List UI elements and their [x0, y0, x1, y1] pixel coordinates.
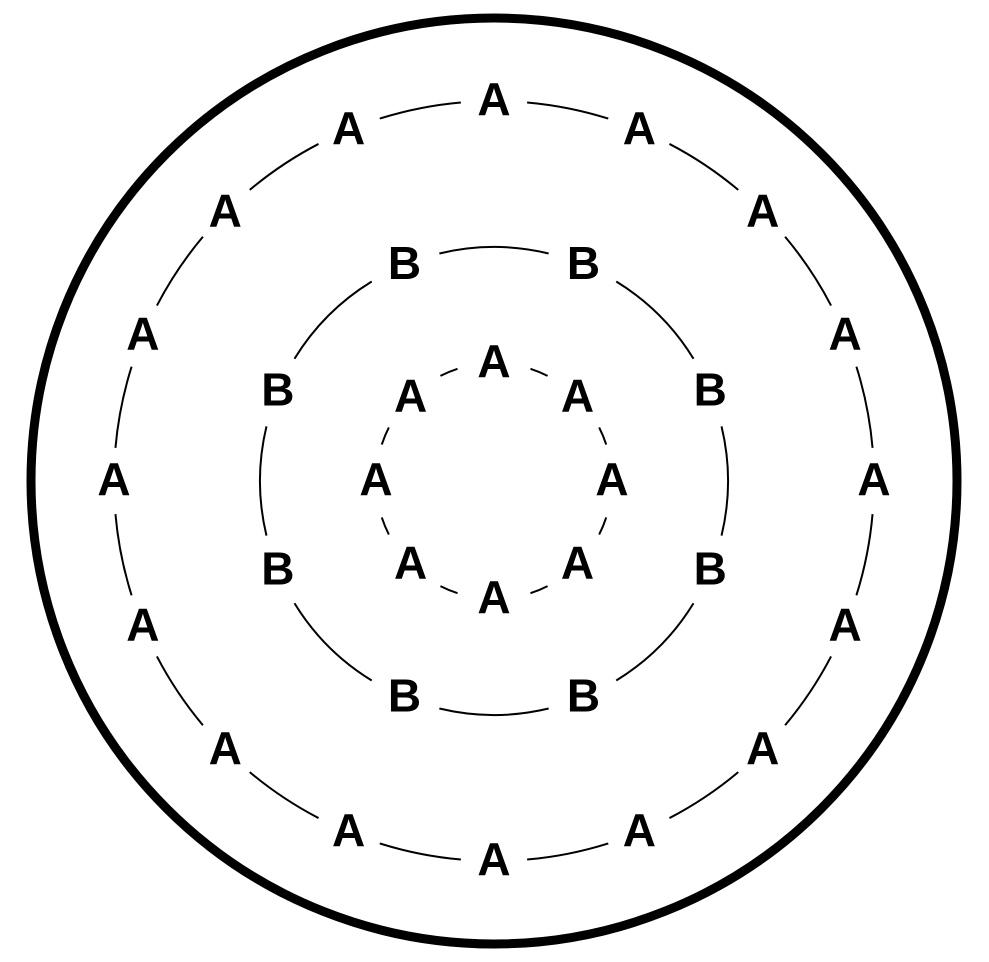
outer-a-ring-label: A	[477, 73, 510, 125]
inner-a-ring-label: A	[394, 537, 427, 589]
outer-a-ring-label: A	[126, 308, 159, 360]
outer-a-ring-label: A	[746, 184, 779, 236]
b-ring-label: B	[694, 543, 727, 595]
b-ring-label: B	[261, 543, 294, 595]
outer-a-ring-label: A	[97, 453, 130, 505]
b-ring-label: B	[388, 237, 421, 289]
b-ring-label: B	[567, 237, 600, 289]
outer-a-ring-label: A	[828, 599, 861, 651]
concentric-rings-diagram: AAAAAAAAAAAAAAAABBBBBBBBAAAAAAAA	[0, 0, 989, 962]
outer-a-ring-label: A	[623, 102, 656, 154]
diagram-background	[0, 0, 989, 962]
inner-a-ring-label: A	[477, 335, 510, 387]
outer-a-ring-label: A	[828, 308, 861, 360]
outer-a-ring-label: A	[126, 599, 159, 651]
outer-a-ring-label: A	[209, 722, 242, 774]
b-ring-label: B	[261, 364, 294, 416]
inner-a-ring-label: A	[477, 571, 510, 623]
inner-a-ring-label: A	[595, 453, 628, 505]
outer-a-ring-label: A	[477, 833, 510, 885]
outer-a-ring-label: A	[209, 184, 242, 236]
outer-a-ring-label: A	[746, 722, 779, 774]
inner-a-ring-label: A	[561, 370, 594, 422]
outer-a-ring-label: A	[623, 804, 656, 856]
inner-a-ring-label: A	[359, 453, 392, 505]
outer-a-ring-label: A	[332, 102, 365, 154]
inner-a-ring-label: A	[561, 537, 594, 589]
outer-a-ring-label: A	[332, 804, 365, 856]
inner-a-ring-label: A	[394, 370, 427, 422]
outer-a-ring-label: A	[857, 453, 890, 505]
b-ring-label: B	[694, 364, 727, 416]
b-ring-label: B	[567, 669, 600, 721]
b-ring-label: B	[388, 669, 421, 721]
